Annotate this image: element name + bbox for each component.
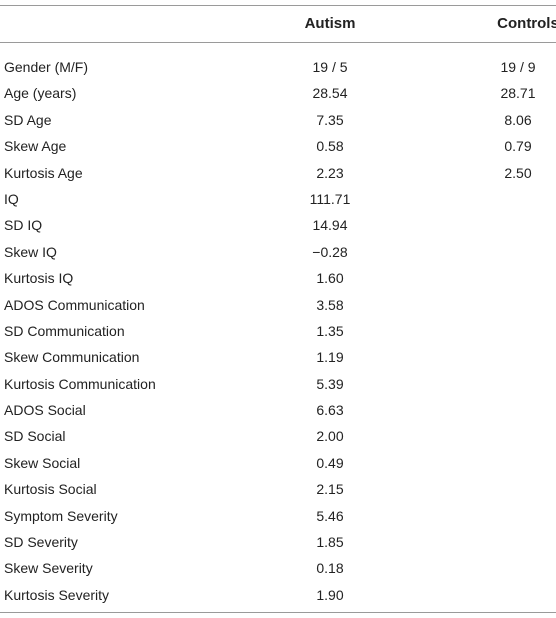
autism-value: 1.85 [316, 534, 344, 551]
row-label: Kurtosis Social [4, 481, 97, 498]
table-row: Kurtosis Communication 5.39 [0, 371, 556, 397]
autism-value: 6.63 [316, 402, 344, 419]
table-row: Kurtosis Age 2.23 2.50 [0, 160, 556, 186]
column-header-autism: Autism [304, 15, 356, 32]
column-header-controls: Controls [497, 15, 556, 32]
table-row: Skew Communication 1.19 [0, 344, 556, 370]
row-label: Age (years) [4, 85, 77, 102]
autism-value: 0.58 [316, 138, 344, 155]
autism-value: 1.90 [316, 586, 344, 603]
autism-value: 111.71 [309, 190, 351, 207]
autism-value: 1.60 [316, 270, 344, 287]
row-label: Kurtosis Communication [4, 375, 156, 392]
autism-value: −0.28 [312, 243, 348, 260]
row-label: SD Social [4, 428, 66, 445]
table-row: IQ 111.71 [0, 186, 556, 212]
autism-value: 5.39 [316, 375, 344, 392]
table-row: Skew Severity 0.18 [0, 555, 556, 581]
autism-value: 2.00 [316, 428, 344, 445]
row-label: Kurtosis Age [4, 164, 83, 181]
controls-value: 8.06 [504, 111, 532, 128]
row-label: Skew Age [4, 138, 67, 155]
row-label: ADOS Social [4, 402, 86, 419]
autism-value: 14.94 [312, 217, 348, 234]
autism-value: 2.23 [316, 164, 344, 181]
autism-value: 1.19 [316, 349, 344, 366]
row-label: Kurtosis Severity [4, 586, 110, 603]
table-row: ADOS Communication 3.58 [0, 292, 556, 318]
controls-value: 2.50 [504, 164, 532, 181]
autism-value: 0.49 [316, 454, 344, 471]
table-row: Age (years) 28.54 28.71 [0, 80, 556, 106]
row-label: ADOS Communication [4, 296, 145, 313]
table-row: SD Severity 1.85 [0, 529, 556, 555]
row-label: Kurtosis IQ [4, 270, 74, 287]
row-label: Skew Severity [4, 560, 93, 577]
table-header-row: Autism Controls [0, 6, 556, 42]
autism-value: 3.58 [316, 296, 344, 313]
row-label: SD Age [4, 111, 52, 128]
table-row: SD IQ 14.94 [0, 212, 556, 238]
table-row: Kurtosis Social 2.15 [0, 476, 556, 502]
table-row: Symptom Severity 5.46 [0, 503, 556, 529]
row-label: IQ [4, 190, 19, 207]
autism-value: 19 / 5 [312, 59, 348, 75]
table-row: SD Age 7.35 8.06 [0, 107, 556, 133]
table-row: Skew IQ −0.28 [0, 239, 556, 265]
row-label: SD IQ [4, 217, 43, 234]
row-label: SD Severity [4, 534, 78, 551]
table-row: Skew Age 0.58 0.79 [0, 133, 556, 159]
table-body: Gender (M/F) 19 / 5 19 / 9 Age (years) 28.54… [0, 54, 556, 608]
controls-value: 28.71 [500, 85, 536, 102]
table-row: Kurtosis Severity 1.90 [0, 582, 556, 608]
autism-value: 28.54 [312, 85, 348, 102]
row-label: Skew IQ [4, 243, 57, 260]
autism-value: 1.35 [316, 322, 344, 339]
table-row: ADOS Social 6.63 [0, 397, 556, 423]
autism-value: 0.18 [316, 560, 344, 577]
autism-value: 7.35 [316, 111, 344, 128]
table-row: Gender (M/F) 19 / 5 19 / 9 [0, 54, 556, 80]
row-label: Gender (M/F) [4, 59, 89, 75]
table-header-rule [0, 42, 556, 43]
row-label: Skew Social [4, 454, 81, 471]
table-row: Skew Social 0.49 [0, 450, 556, 476]
row-label: SD Communication [4, 322, 125, 339]
table-row: SD Social 2.00 [0, 423, 556, 449]
row-label: Symptom Severity [4, 507, 118, 524]
row-label: Skew Communication [4, 349, 140, 366]
autism-value: 2.15 [316, 481, 344, 498]
table-row: Kurtosis IQ 1.60 [0, 265, 556, 291]
controls-value: 19 / 9 [500, 59, 536, 75]
table-bottom-rule [0, 612, 556, 613]
controls-value: 0.79 [504, 138, 532, 155]
table-row: SD Communication 1.35 [0, 318, 556, 344]
autism-value: 5.46 [316, 507, 344, 524]
table-top-rule [0, 5, 556, 6]
